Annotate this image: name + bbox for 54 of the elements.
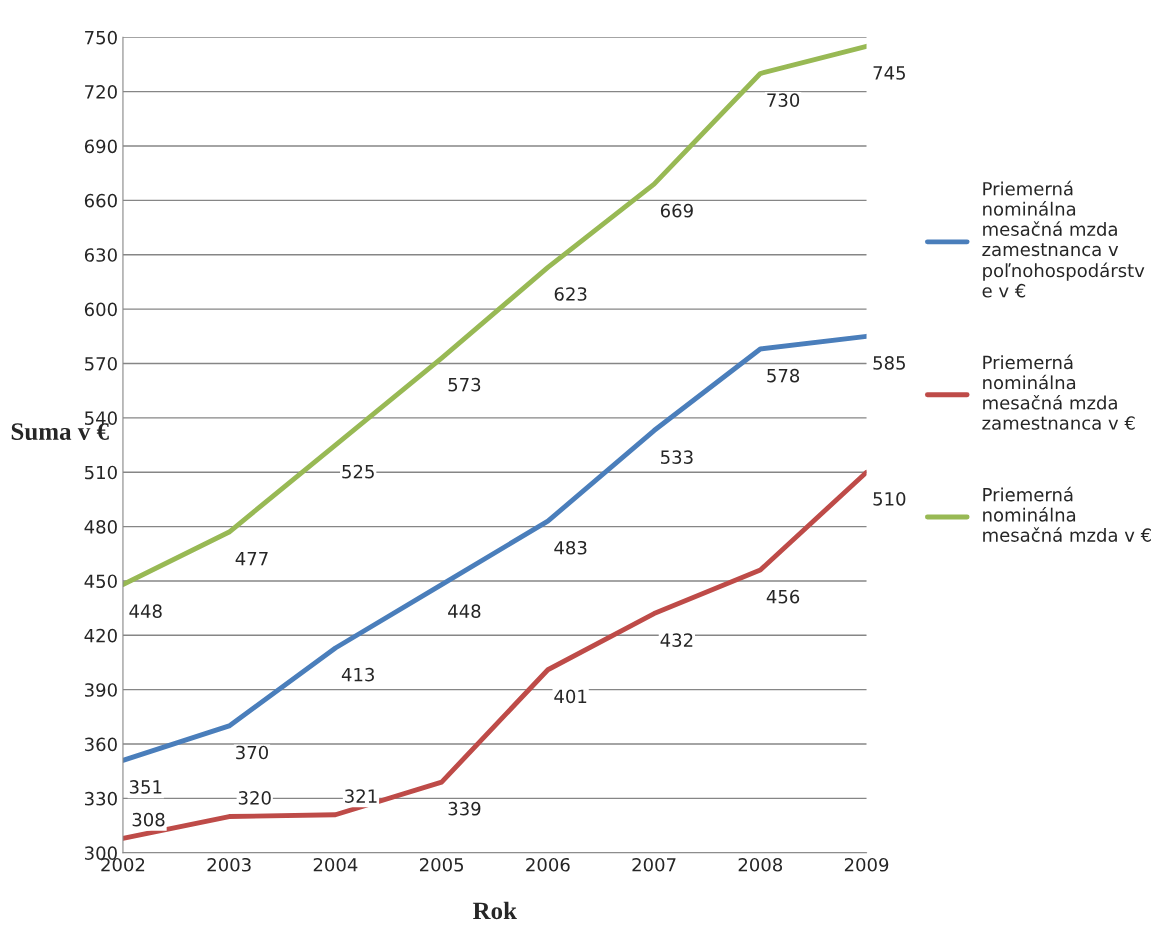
x-tick-label: 2007 xyxy=(632,857,676,872)
x-tick-label: 2002 xyxy=(101,857,145,872)
x-tick-label: 2003 xyxy=(207,857,251,872)
x-axis-title: Rok xyxy=(472,901,517,920)
data-label: 477 xyxy=(235,552,268,566)
y-tick-label: 420 xyxy=(84,628,117,643)
y-tick-label: 450 xyxy=(84,574,117,589)
y-tick-label: 540 xyxy=(85,411,117,425)
data-label: 578 xyxy=(767,368,800,383)
y-tick-label: 360 xyxy=(85,737,117,752)
data-label: 321 xyxy=(345,789,377,803)
data-label: 510 xyxy=(873,491,906,506)
legend-label: Priemerná nominálna mesačná mzda zamestnanca v € xyxy=(982,354,1135,430)
y-tick-label: 570 xyxy=(85,356,117,371)
data-label: 573 xyxy=(448,377,481,392)
y-tick-label: 330 xyxy=(85,791,117,806)
y-tick-label: 510 xyxy=(85,465,117,480)
data-label: 623 xyxy=(554,287,587,301)
x-tick-label: 2005 xyxy=(419,857,464,872)
line-series xyxy=(122,333,867,763)
data-label: 448 xyxy=(129,604,162,618)
data-label: 339 xyxy=(448,801,481,816)
y-tick-label: 480 xyxy=(84,520,117,534)
y-tick-label: 390 xyxy=(85,683,117,697)
y-tick-label: 660 xyxy=(84,193,117,208)
data-label: 533 xyxy=(661,450,693,464)
data-label: 669 xyxy=(660,203,693,218)
data-label: 432 xyxy=(660,633,693,647)
data-label: 370 xyxy=(236,745,268,760)
y-tick-label: 630 xyxy=(84,248,117,262)
legend-label: Priemerná nominálna mesačná mzda v € xyxy=(983,486,1151,542)
line-series xyxy=(122,43,867,587)
x-tick-label: 2004 xyxy=(313,857,358,872)
y-tick-label: 690 xyxy=(84,139,117,154)
y-tick-label: 720 xyxy=(85,85,117,99)
data-label: 585 xyxy=(873,356,905,370)
y-tick-label: 300 xyxy=(85,846,117,860)
data-label: 401 xyxy=(554,689,587,704)
data-label: 351 xyxy=(129,780,162,794)
data-label: 745 xyxy=(873,66,905,80)
y-tick-label: 600 xyxy=(84,302,117,317)
data-label: 525 xyxy=(342,464,374,479)
data-label: 413 xyxy=(341,667,374,682)
legend-label: Priemerná nominálna mesačná mzda zamestnanca v poľnohospodárstv e v € xyxy=(982,180,1145,298)
x-tick-label: 2009 xyxy=(844,857,889,872)
data-label: 448 xyxy=(448,604,481,618)
x-tick-label: 2006 xyxy=(526,857,570,872)
data-label: 320 xyxy=(238,791,271,805)
data-label: 483 xyxy=(554,540,587,555)
data-label: 730 xyxy=(767,93,800,107)
data-label: 456 xyxy=(766,589,800,604)
data-label: 308 xyxy=(132,812,165,827)
y-tick-label: 750 xyxy=(85,30,117,45)
x-tick-label: 2008 xyxy=(738,857,783,872)
